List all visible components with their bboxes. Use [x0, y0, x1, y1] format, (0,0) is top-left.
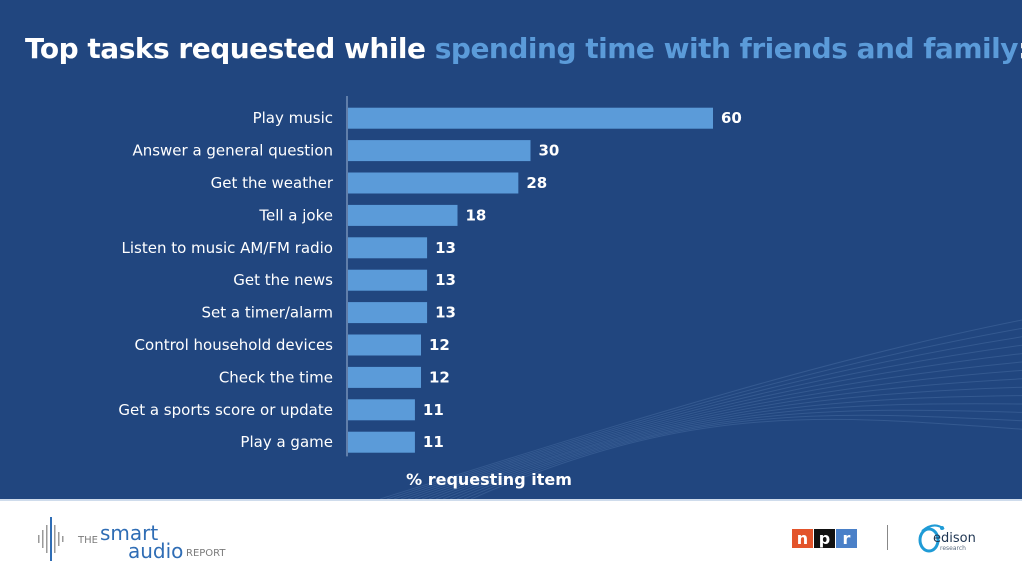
- wave-line: [470, 418, 1022, 499]
- bar: [348, 269, 428, 291]
- bar: [348, 204, 458, 226]
- data-label: 11: [423, 401, 444, 419]
- category-label: Listen to music AM/FM radio: [122, 239, 334, 257]
- data-label: 30: [539, 142, 560, 160]
- data-label: 28: [526, 174, 547, 192]
- category-label: Answer a general question: [132, 142, 333, 160]
- bar: [348, 140, 531, 162]
- npr-logo: n p r: [792, 529, 858, 548]
- soundwave-icon: [38, 517, 64, 561]
- category-label: Get the news: [233, 271, 333, 289]
- footer: THE smart audio REPORT n p r edison rese…: [0, 499, 1022, 574]
- chart-panel: Play music 60 Answer a general question 30 G…: [0, 0, 1022, 499]
- wave-line: [400, 344, 1022, 499]
- edison-research-logo: edison research: [918, 523, 998, 557]
- data-label: 13: [435, 271, 456, 289]
- wave-line: [393, 336, 1022, 499]
- edison-sub: research: [940, 545, 966, 552]
- smart-audio-report-logo: THE smart audio REPORT: [36, 515, 236, 563]
- bar: [348, 399, 415, 421]
- wave-line: [435, 386, 1022, 499]
- page-title: Top tasks requested while spending time …: [25, 32, 1022, 65]
- wave-line: [463, 414, 1022, 499]
- data-label: 13: [435, 239, 456, 257]
- logo-report: REPORT: [186, 548, 226, 559]
- wave-line: [442, 395, 1022, 499]
- wave-line: [428, 378, 1022, 499]
- bar: [348, 237, 428, 259]
- bar: [348, 172, 519, 194]
- wave-line: [407, 353, 1022, 499]
- category-label: Control household devices: [135, 336, 334, 354]
- x-axis-label: % requesting item: [406, 470, 572, 489]
- wave-line: [456, 409, 1022, 499]
- data-label: 11: [423, 433, 444, 451]
- category-label: Check the time: [219, 368, 333, 386]
- category-label: Play a game: [240, 433, 333, 451]
- bar: [348, 366, 421, 388]
- category-label: Set a timer/alarm: [201, 304, 333, 322]
- logo-audio: audio: [128, 539, 184, 563]
- wave-line: [379, 319, 1022, 499]
- data-label: 18: [466, 206, 487, 224]
- bar: [348, 107, 713, 129]
- title-colon: :: [1018, 32, 1022, 65]
- data-label: 13: [435, 304, 456, 322]
- logo-smart: smart: [100, 521, 159, 545]
- title-highlight: spending time with friends and family: [434, 32, 1019, 65]
- decorative-waves: [379, 319, 1022, 499]
- edison-swirl-icon: [918, 524, 945, 553]
- logo-the: THE: [78, 535, 98, 546]
- data-label: 12: [429, 368, 450, 386]
- category-label: Get a sports score or update: [118, 401, 333, 419]
- data-label: 12: [429, 336, 450, 354]
- bar-chart: Play music 60 Answer a general question 30 G…: [118, 96, 1022, 499]
- category-label: Play music: [253, 109, 333, 127]
- bar: [348, 431, 415, 453]
- npr-r: r: [836, 529, 857, 548]
- wave-line: [414, 361, 1022, 499]
- wave-line: [449, 403, 1022, 499]
- npr-p: p: [814, 529, 835, 548]
- bar: [348, 302, 428, 324]
- wave-line: [386, 327, 1022, 499]
- wave-line: [421, 369, 1022, 499]
- category-label: Tell a joke: [258, 206, 333, 224]
- npr-n: n: [792, 529, 813, 548]
- bar: [348, 334, 421, 356]
- edison-name: edison: [933, 531, 976, 546]
- logo-divider: [887, 525, 888, 550]
- data-label: 60: [721, 109, 742, 127]
- title-part-1: Top tasks requested while: [25, 32, 435, 65]
- category-label: Get the weather: [211, 174, 334, 192]
